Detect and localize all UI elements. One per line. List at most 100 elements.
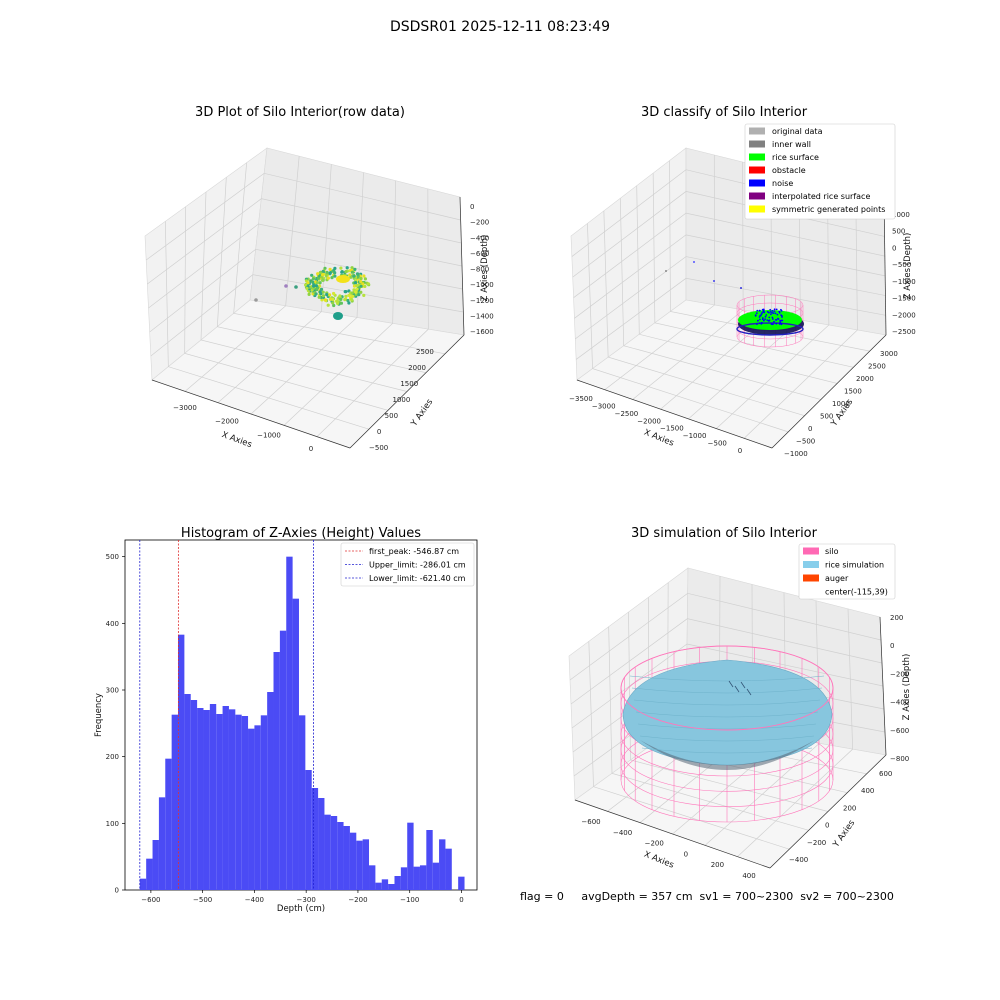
plot1-surface-point	[338, 294, 342, 298]
plot1-surface-point	[336, 301, 340, 305]
plot2-ytick: 2000	[856, 375, 874, 383]
plot2-legend-swatch	[749, 153, 765, 161]
histogram-bar	[458, 876, 465, 890]
histogram-bar	[152, 840, 159, 890]
plot2-grid-z	[574, 234, 886, 319]
plot1-surface-point	[339, 297, 343, 301]
plot4-silo-top-rim	[620, 645, 834, 731]
plot2-noise-point	[771, 309, 774, 312]
plot1-surface-point	[310, 273, 314, 277]
histogram-bar	[228, 709, 236, 890]
histogram-bar	[197, 708, 204, 890]
plot1-axis-z	[459, 196, 465, 336]
histogram-bar	[216, 714, 223, 890]
plot1-xtick: −2000	[215, 418, 239, 426]
plot1-xtick: −3000	[173, 404, 197, 412]
plot1-surface-point	[366, 282, 370, 286]
plot1-surface-point	[348, 273, 352, 277]
plot1-surface-point	[351, 294, 355, 298]
plot1-surface-point	[315, 281, 320, 285]
plot2-noise-point	[780, 308, 782, 311]
histogram-bar	[381, 879, 389, 890]
plot2-noise-point	[765, 314, 768, 316]
plot2-noise-point	[768, 311, 770, 314]
plot2-legend-swatch	[749, 205, 765, 213]
plot1-surface-point	[354, 290, 358, 294]
plot2-grid-z	[573, 212, 885, 298]
plot1-surface-point	[331, 301, 335, 305]
plot2-grid-y	[604, 154, 715, 390]
histogram-ytick-label: 400	[106, 620, 119, 628]
plot2-ytick: 1500	[844, 388, 862, 396]
plot4-legend-box	[798, 543, 896, 600]
plot4-ytick: −400	[789, 856, 808, 864]
plot2-noise-point	[761, 308, 764, 311]
plot4-legend-label: rice simulation	[825, 561, 884, 570]
histogram-bar	[260, 715, 268, 890]
plot2-ztick: −500	[892, 261, 911, 269]
plot2-ztick: 1000	[892, 211, 910, 219]
panel-simulation-3d: 3D simulation of Silo Interior −600−400−…	[568, 526, 912, 880]
plot2-noise-point	[771, 316, 774, 319]
plot2-noise-point	[766, 319, 769, 321]
histogram-bar	[286, 556, 293, 890]
plot4-ylabel: Y Axies	[831, 818, 858, 850]
plot1-ytick: 500	[385, 412, 398, 420]
figure-suptitle: DSDSR01 2025-12-11 08:23:49	[390, 19, 610, 35]
histogram-bar	[267, 692, 274, 890]
histogram-bar	[171, 714, 179, 890]
plot1-high-point-cluster	[336, 275, 350, 283]
plot2-legend-label: symmetric generated points	[772, 205, 885, 214]
plot1-xtick: 0	[309, 445, 313, 453]
histogram-ticks: −600 −500 −400 −300 −200 −100 0 0 100 200 300 400 50…	[106, 553, 464, 904]
plot1-surface-point	[363, 277, 367, 281]
histogram-ytick-label: 200	[106, 753, 119, 761]
plot4-legend: silo rice simulation auger center(-115,39)	[798, 543, 896, 600]
plot1-surface-point	[343, 298, 347, 302]
plot2-noise-point	[772, 323, 774, 326]
plot1-surface-point	[305, 286, 309, 290]
plot2-xtick: −500	[708, 440, 727, 448]
plot4-legend-label: center(-115,39)	[825, 588, 888, 597]
plot1-surface-point	[325, 270, 329, 274]
plot2-noise-point	[773, 310, 776, 313]
plot1-xlabel: X Axies	[220, 430, 253, 450]
plot1-surface-point	[321, 278, 325, 282]
histogram-bar	[413, 866, 420, 890]
plot1-title: 3D Plot of Silo Interior(row data)	[195, 105, 405, 120]
plot1-grid-y	[250, 172, 364, 415]
plot1-grid-z	[150, 274, 464, 357]
plot1-surface-point	[362, 274, 366, 278]
histogram-bar	[349, 832, 357, 890]
histogram-xtick-label: −500	[193, 896, 212, 904]
histogram-bar	[432, 862, 440, 890]
histogram-bar	[343, 826, 350, 890]
plot1-surface-point	[314, 284, 318, 288]
plot1-grid-y	[283, 180, 397, 426]
plot2-ytick: 2500	[868, 363, 886, 371]
plot2-noise-point	[693, 261, 695, 263]
plot2-classified-points	[665, 261, 804, 348]
plot2-noise-point	[770, 323, 773, 325]
plot1-surface-point	[347, 289, 351, 293]
plot2-grid-z	[575, 256, 886, 340]
plot4-ztick: −200	[890, 670, 909, 678]
plot1-surface-point	[311, 277, 315, 281]
plot1-surface-point	[320, 298, 324, 302]
plot2-noise-point	[767, 320, 770, 322]
plot2-grid-z	[572, 191, 885, 278]
histogram-bar	[400, 867, 408, 890]
plot4-ticks: −600 −400 −200 0 200 400 −400 −200 0 200 400 600 200…	[581, 614, 909, 880]
plot1-surface-point	[340, 270, 344, 274]
plot2-noise-point	[740, 287, 742, 289]
plot2-noise-point	[781, 316, 783, 318]
plot1-surface-point	[325, 293, 329, 297]
histogram-bar	[394, 876, 401, 890]
plot2-grid-x	[669, 160, 870, 352]
plot2-noise-point	[776, 313, 779, 316]
histogram-legend-label: Upper_limit: -286.01 cm	[369, 561, 466, 570]
plot2-rice-rim	[736, 322, 804, 336]
plot1-surface-point	[307, 292, 311, 296]
plot4-grid-y	[737, 608, 854, 857]
